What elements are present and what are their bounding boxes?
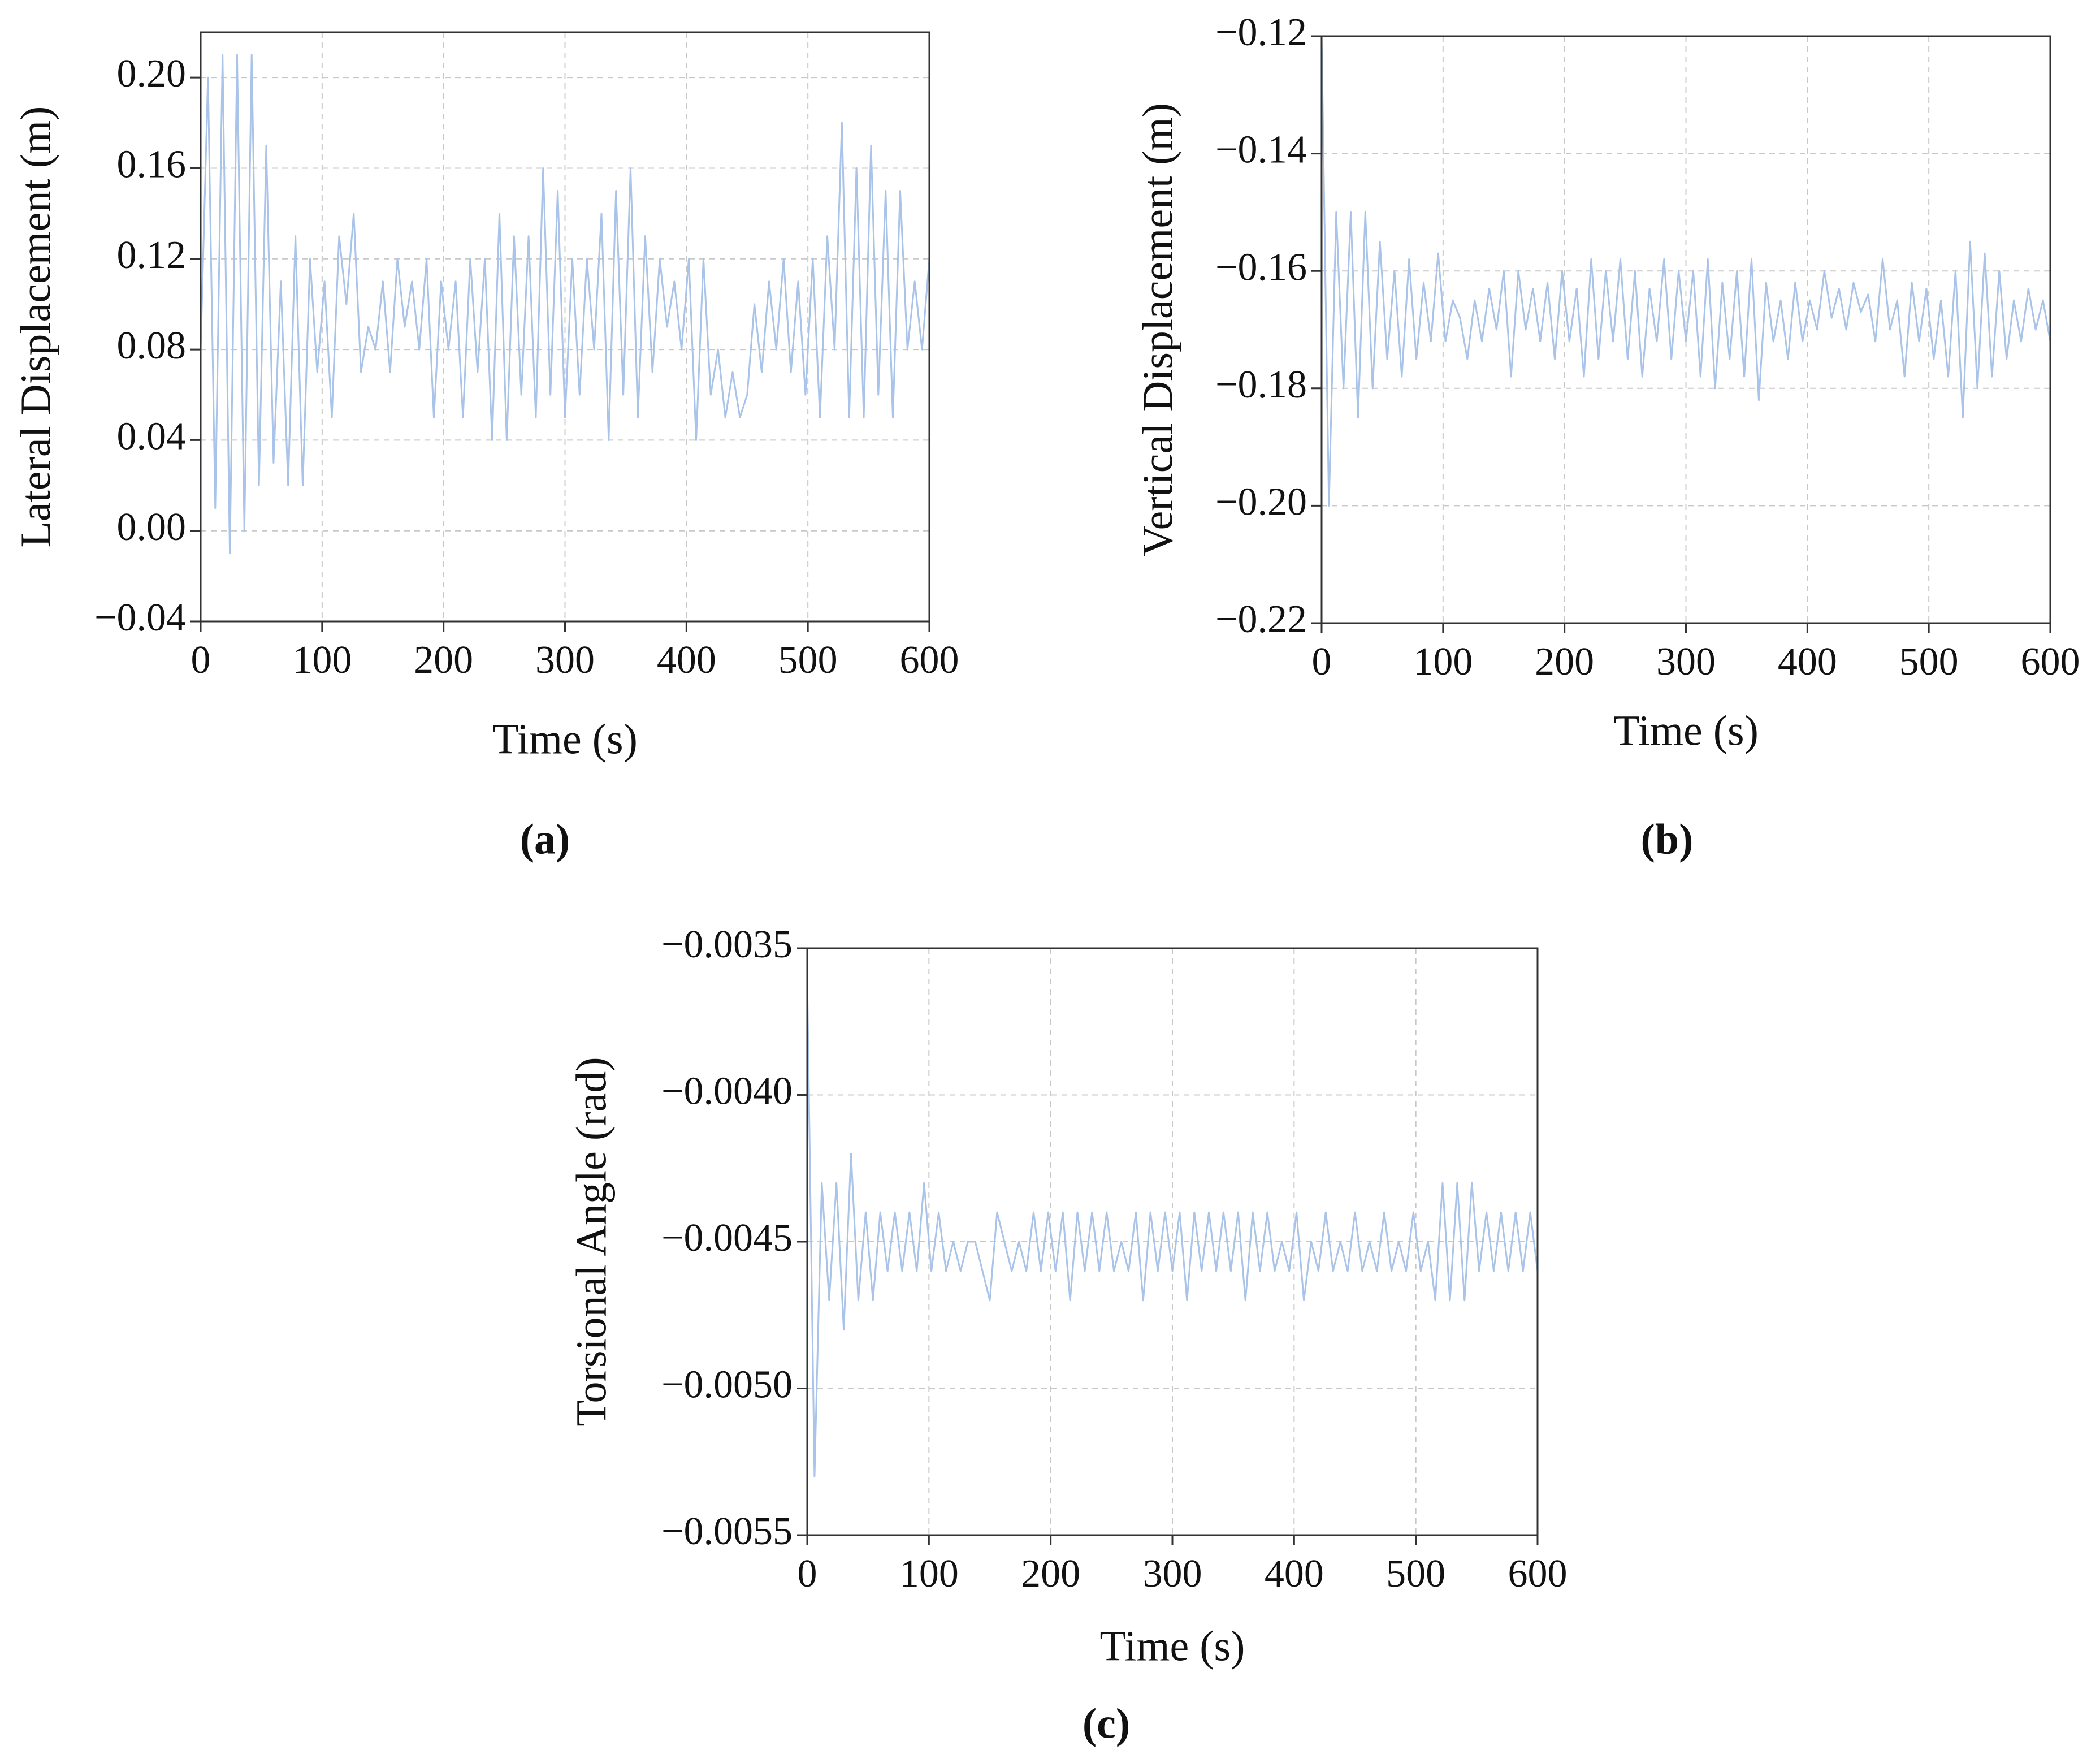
- y-axis-title: Vertical Displacement (m): [1134, 103, 1181, 556]
- x-tick-label: 0: [1312, 640, 1332, 684]
- y-tick-label: −0.18: [1215, 363, 1307, 407]
- x-tick-label: 300: [535, 638, 595, 682]
- y-tick-label: 0.04: [117, 414, 187, 458]
- x-tick-label: 200: [1535, 640, 1594, 684]
- x-tick-label: 100: [1413, 640, 1473, 684]
- y-tick-label: −0.20: [1215, 480, 1307, 524]
- x-tick-label: 500: [778, 638, 838, 682]
- x-tick-label: 0: [798, 1552, 817, 1596]
- x-tick-label: 500: [1386, 1552, 1445, 1596]
- x-tick-label: 0: [191, 638, 211, 682]
- y-tick-label: 0.16: [117, 143, 187, 187]
- x-axis-title: Time (s): [1613, 707, 1759, 754]
- panel-caption: (c): [1083, 1700, 1130, 1747]
- panel-caption: (b): [1641, 815, 1694, 863]
- y-tick-label: −0.0055: [661, 1510, 793, 1553]
- y-tick-label: −0.0045: [661, 1216, 793, 1260]
- x-tick-label: 400: [657, 638, 716, 682]
- y-tick-label: −0.0040: [661, 1070, 793, 1113]
- plot-frame: [1320, 35, 2051, 624]
- data-line: [806, 977, 1539, 1477]
- y-tick-label: 0.12: [117, 234, 187, 277]
- panel-caption: (a): [520, 815, 570, 863]
- x-axis-title: Time (s): [492, 715, 638, 763]
- x-tick-label: 600: [1508, 1552, 1568, 1596]
- data-line: [1320, 36, 2051, 507]
- y-tick-label: −0.04: [94, 596, 186, 639]
- data-line: [200, 54, 930, 555]
- y-tick-label: −0.0035: [661, 923, 793, 966]
- y-axis-title: Torsional Angle (rad): [568, 1057, 615, 1426]
- y-tick-label: −0.0050: [661, 1363, 793, 1407]
- plot-frame: [200, 31, 930, 623]
- x-tick-label: 500: [1899, 640, 1959, 684]
- x-tick-label: 200: [1021, 1552, 1080, 1596]
- y-tick-label: 0.20: [117, 52, 187, 96]
- y-axis-title: Lateral Displacement (m): [12, 106, 59, 548]
- x-tick-label: 400: [1778, 640, 1837, 684]
- y-tick-label: −0.12: [1215, 11, 1307, 54]
- x-tick-label: 100: [292, 638, 352, 682]
- x-tick-label: 600: [900, 638, 959, 682]
- x-tick-label: 600: [2021, 640, 2080, 684]
- x-tick-label: 200: [414, 638, 473, 682]
- x-tick-label: 100: [899, 1552, 959, 1596]
- x-axis-title: Time (s): [1100, 1622, 1245, 1670]
- y-tick-label: −0.22: [1215, 598, 1307, 641]
- y-tick-label: −0.14: [1215, 128, 1307, 172]
- y-tick-label: 0.08: [117, 324, 187, 368]
- y-tick-label: 0.00: [117, 505, 187, 549]
- x-tick-label: 300: [1656, 640, 1716, 684]
- x-tick-label: 400: [1265, 1552, 1324, 1596]
- plot-frame: [806, 947, 1539, 1536]
- x-tick-label: 300: [1143, 1552, 1202, 1596]
- y-tick-label: −0.16: [1215, 245, 1307, 289]
